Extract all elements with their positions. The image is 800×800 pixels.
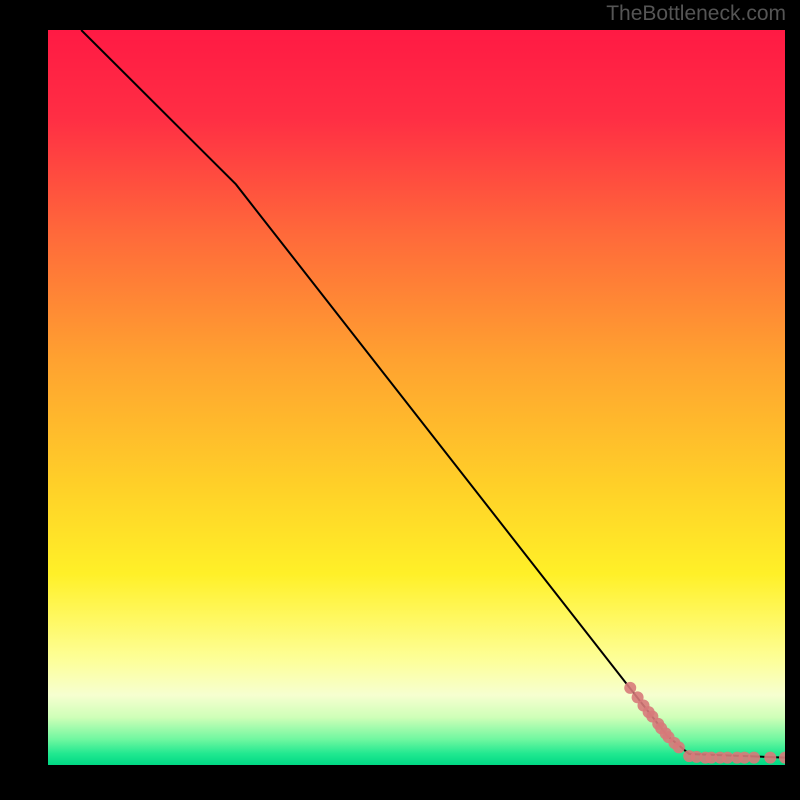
- chart-svg: [48, 30, 785, 765]
- marker-point: [764, 752, 776, 764]
- plot-area: [48, 30, 785, 765]
- marker-point: [624, 682, 636, 694]
- chart-background: [48, 30, 785, 765]
- marker-point: [673, 741, 685, 753]
- attribution-text: TheBottleneck.com: [606, 2, 786, 26]
- marker-point: [748, 752, 760, 764]
